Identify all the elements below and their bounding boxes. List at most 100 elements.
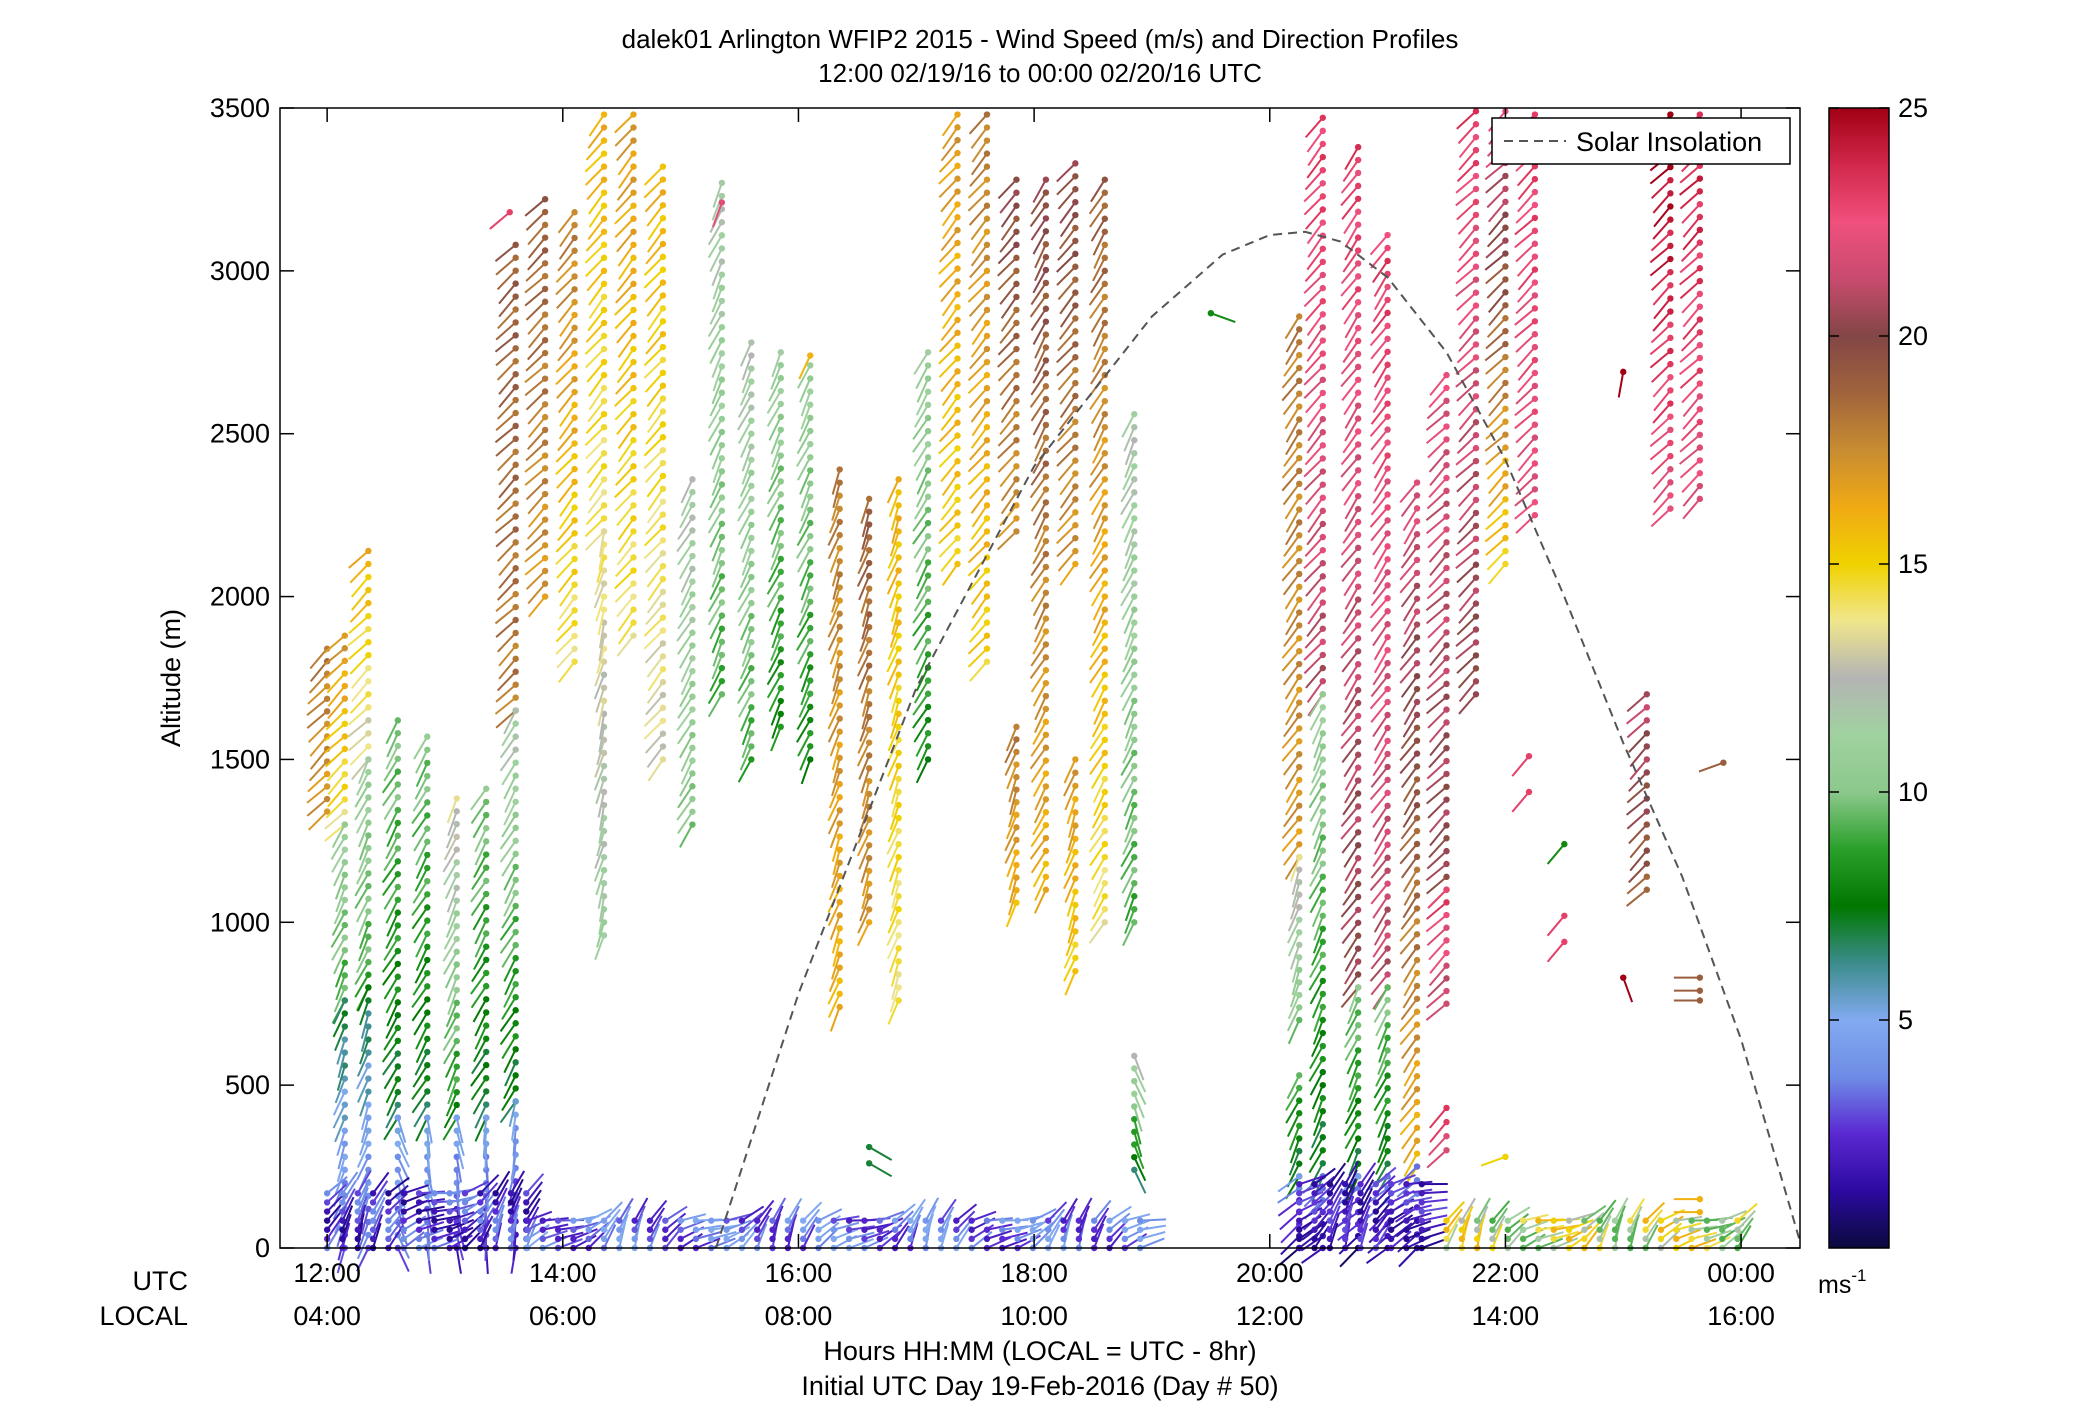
surface-barb-dot <box>431 1226 438 1233</box>
surface-barb-shaft <box>525 1173 545 1194</box>
surface-barb-shaft <box>526 1224 550 1240</box>
profile-barb-dot <box>1443 577 1450 585</box>
surface-barb-dot <box>585 1217 592 1224</box>
profile-barb-dot <box>865 777 873 785</box>
profile-barb-shaft <box>915 483 929 508</box>
surface-barb-shaft <box>818 1208 843 1222</box>
profile-barb-shaft <box>1427 977 1448 998</box>
profile-barb-shaft <box>616 270 635 293</box>
surface-barb-shaft <box>1374 1216 1392 1240</box>
profile-barb-shaft <box>1032 721 1047 746</box>
profile-barb-shaft <box>496 360 517 381</box>
profile-barb-shaft <box>1343 844 1359 868</box>
profile-barb-dot <box>1072 875 1079 882</box>
profile-barb-shaft <box>915 456 929 481</box>
profile-barb-shaft <box>1285 521 1301 546</box>
surface-barb-dot <box>799 1226 807 1233</box>
profile-barb-shaft <box>308 810 328 831</box>
colorbar-unit: ms-1 <box>1818 1266 1866 1299</box>
profile-barb-shaft <box>385 1078 399 1104</box>
profile-barb-shaft <box>970 218 988 241</box>
surface-barb-shaft <box>1598 1199 1617 1222</box>
profile-barb-shaft <box>413 1012 429 1036</box>
profile-barb-shaft <box>940 280 959 303</box>
profile-barb-shaft <box>1372 753 1389 777</box>
profile-barb-shaft <box>1307 418 1324 442</box>
profile-barb-shaft <box>912 693 929 716</box>
profile-barb-shaft <box>499 749 517 772</box>
profile-barb-shaft <box>473 1038 488 1063</box>
profile-barb-shaft <box>557 391 576 414</box>
profile-barb-shaft <box>585 322 605 343</box>
profile-barb-dot <box>512 720 519 727</box>
surface-barb-dot <box>662 1217 669 1224</box>
surface-barb-shaft <box>1047 1201 1068 1222</box>
profile-barb-shaft <box>1059 214 1077 238</box>
profile-barb-dot <box>954 522 961 529</box>
profile-barb-shaft <box>524 365 546 384</box>
profile-barb-shaft <box>1281 380 1300 402</box>
profile-barb-shaft <box>1399 752 1418 775</box>
profile-barb-dot <box>1443 539 1450 546</box>
profile-barb-dot <box>1319 389 1326 397</box>
profile-barb-dot <box>1413 827 1421 835</box>
surface-barb-dot <box>1473 1217 1481 1224</box>
profile-barb-shaft <box>712 182 723 208</box>
profile-barb-dot <box>1502 560 1509 568</box>
profile-barb-shaft <box>1428 477 1448 499</box>
surface-barb-shaft <box>940 1222 950 1249</box>
profile-barb-dot <box>1384 296 1391 304</box>
profile-barb-shaft <box>971 322 988 346</box>
profile-barb-shaft <box>617 517 635 541</box>
profile-barb-dot <box>807 375 814 382</box>
profile-barb-dot <box>323 770 331 778</box>
profile-barb-shaft <box>447 989 458 1015</box>
profile-barb-shaft <box>1342 792 1359 816</box>
profile-barb-shaft <box>1426 926 1448 947</box>
profile-barb-dot <box>1131 606 1138 613</box>
profile-barb-shaft <box>1004 826 1018 852</box>
profile-barb-dot <box>1502 496 1509 503</box>
profile-barb-shaft <box>1399 559 1418 581</box>
profile-barb-shaft <box>443 925 458 950</box>
profile-barb-shaft <box>860 857 871 884</box>
profile-barb-dot <box>453 1037 460 1045</box>
profile-barb-dot <box>1042 499 1050 506</box>
surface-barb-dot <box>1311 1208 1318 1215</box>
surface-barb-shaft <box>756 1207 773 1231</box>
profile-barb-dot <box>1384 1135 1391 1142</box>
profile-barb-dot <box>748 417 755 424</box>
profile-barb-dot <box>365 665 372 672</box>
profile-barb-shaft <box>1348 987 1360 1013</box>
surface-barb-shaft <box>372 1205 385 1231</box>
profile-barb-dot <box>1354 764 1362 771</box>
profile-barb-dot <box>424 877 431 885</box>
colorbar-unit-exponent: -1 <box>1851 1266 1866 1285</box>
profile-barb-dot <box>1013 773 1020 781</box>
profile-barb-dot <box>365 678 372 685</box>
profile-barb-dot <box>983 502 991 509</box>
profile-barb-dot <box>1319 1016 1326 1024</box>
surface-barb-shaft <box>1328 1196 1342 1222</box>
profile-barb-shaft <box>470 1064 488 1087</box>
profile-barb-shaft <box>1403 611 1418 635</box>
profile-barb-dot <box>512 1111 519 1118</box>
surface-barb-shaft <box>434 1230 460 1240</box>
profile-barb-dot <box>1072 457 1079 464</box>
profile-barb-dot <box>571 581 578 588</box>
profile-barb-shaft <box>617 426 635 450</box>
profile-barb-shaft <box>1281 637 1300 659</box>
surface-barb-dot <box>492 1226 499 1233</box>
profile-barb-dot <box>1319 834 1326 841</box>
profile-barb-dot <box>1319 1029 1326 1037</box>
profile-barb-dot <box>1413 969 1421 977</box>
profile-barb-shaft <box>1034 256 1047 282</box>
profile-barb-dot <box>394 755 402 762</box>
profile-barb-dot <box>424 785 431 793</box>
profile-barb-shaft <box>915 575 929 600</box>
profile-barb-shaft <box>349 563 370 584</box>
profile-barb-shaft <box>1429 734 1448 757</box>
surface-barb-dot <box>431 1190 438 1197</box>
surface-barb-shaft <box>341 1196 355 1222</box>
surface-barb-dot <box>339 1208 346 1215</box>
